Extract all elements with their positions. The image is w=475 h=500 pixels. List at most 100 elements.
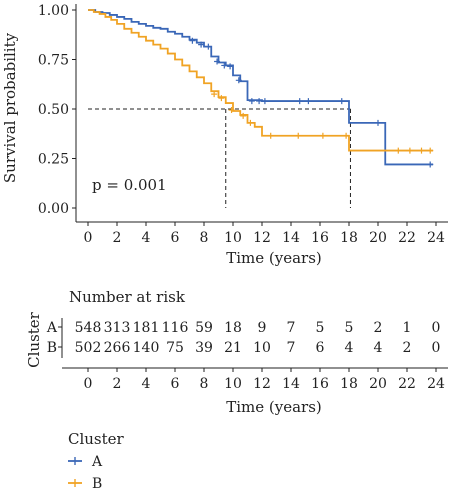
risk-count: 6 [316,340,325,356]
censor-mark-a [214,58,221,65]
legend-entries: AB [68,454,103,492]
risk-count: 313 [104,320,131,336]
censor-mark-b [418,147,425,154]
x-tick-label: 12 [253,230,271,246]
p-value-annotation: p = 0.001 [92,176,167,194]
censor-mark-a [235,77,242,84]
risk-table: Number at risk Cluster A 548 313 181 116 59 18… [25,288,448,416]
survival-curve-a [88,9,434,166]
censor-mark-a [305,98,312,105]
censor-mark-a [338,98,345,105]
censor-mark-a [227,63,234,70]
censor-mark-a [296,98,303,105]
x-axis-ticks: 0 2 4 6 8 10 12 14 16 18 20 22 24 [84,222,445,246]
risk-count: 5 [345,320,354,336]
legend-label-a: A [91,454,103,470]
risk-count: 116 [162,320,189,336]
risk-table-title: Number at risk [69,288,186,306]
risk-count: 21 [224,340,242,356]
risk-count: 548 [75,320,102,336]
censor-mark-a [221,62,228,69]
y-axis-ticks: 0.00 0.25 0.50 0.75 1.00 [38,3,76,217]
risk-count: 266 [104,340,131,356]
risk-count: 9 [258,320,267,336]
censor-mark-a [248,98,255,105]
risk-count: 502 [75,340,102,356]
censor-mark-b [240,112,247,119]
censor-mark-a [261,98,268,105]
censor-mark-b [228,106,235,113]
risk-x-tick-label: 4 [142,376,151,392]
risk-table-x-ticks: 0 2 4 6 8 10 12 14 16 18 20 22 24 [84,368,445,392]
x-tick-label: 16 [311,230,329,246]
risk-count: 5 [316,320,325,336]
risk-count: 75 [166,340,184,356]
risk-x-tick-label: 22 [398,376,416,392]
risk-x-tick-label: 2 [113,376,122,392]
risk-count: 181 [133,320,160,336]
risk-count: 18 [224,320,242,336]
x-tick-label: 14 [282,230,300,246]
risk-count: 1 [403,320,412,336]
censor-mark-a [427,161,434,168]
risk-x-tick-label: 14 [282,376,300,392]
censor-mark-a [375,119,381,126]
risk-table-rows: A 548 313 181 116 59 18 9 7 5 5 2 1 0B 502 266 140 75 39 21… [46,320,441,356]
x-tick-label: 4 [142,230,151,246]
risk-count: 4 [345,340,354,356]
censor-mark-a [256,98,263,105]
risk-count: 7 [287,320,296,336]
risk-table-x-title: Time (years) [226,398,322,416]
censor-mark-b [343,132,350,139]
legend-title: Cluster [68,430,125,448]
risk-count: 10 [253,340,271,356]
legend-label-b: B [92,476,102,492]
x-tick-label: 10 [224,230,242,246]
y-tick-label: 0.75 [38,53,69,69]
x-tick-label: 8 [200,230,209,246]
y-tick-label: 0.25 [38,152,69,168]
x-tick-label: 24 [427,230,445,246]
censor-mark-b [267,132,274,139]
y-tick-label: 1.00 [38,3,69,19]
y-tick-label: 0.00 [38,201,69,217]
risk-count: 0 [432,320,441,336]
censor-mark-b [211,91,218,98]
censor-mark-a [205,43,212,50]
risk-table-y-title: Cluster [25,311,43,368]
censor-mark-b [218,95,225,102]
x-tick-label: 18 [340,230,358,246]
risk-x-tick-label: 24 [427,376,445,392]
survival-plot: 0.000.250.500.751.00 0 2 4 6 8 10 12 14 16 18 20 22… [1,3,448,267]
risk-x-tick-label: 16 [311,376,329,392]
x-tick-label: 2 [113,230,122,246]
risk-x-tick-label: 10 [224,376,242,392]
censor-mark-b [406,147,413,154]
risk-x-tick-label: 12 [253,376,271,392]
risk-row-label-a: A [46,320,58,336]
risk-x-tick-label: 20 [369,376,387,392]
risk-count: 59 [195,320,213,336]
risk-x-tick-label: 8 [200,376,209,392]
risk-count: 2 [374,320,383,336]
x-tick-label: 0 [84,230,93,246]
risk-count: 140 [133,340,160,356]
censor-mark-b [247,119,254,126]
censor-mark-b [427,147,434,154]
risk-count: 7 [287,340,296,356]
survival-curves [88,9,434,208]
legend: Cluster AB [68,430,125,492]
risk-x-tick-label: 6 [171,376,180,392]
risk-count: 2 [403,340,412,356]
y-axis-title: Survival probability [1,32,19,183]
risk-x-tick-label: 18 [340,376,358,392]
x-tick-label: 6 [171,230,180,246]
censor-mark-b [319,132,326,139]
risk-row-label-b: B [47,340,57,356]
censor-mark-a [198,41,205,48]
x-tick-label: 22 [398,230,416,246]
x-axis-title: Time (years) [226,249,322,267]
y-tick-label: 0.50 [38,102,69,118]
risk-x-tick-label: 0 [84,376,93,392]
